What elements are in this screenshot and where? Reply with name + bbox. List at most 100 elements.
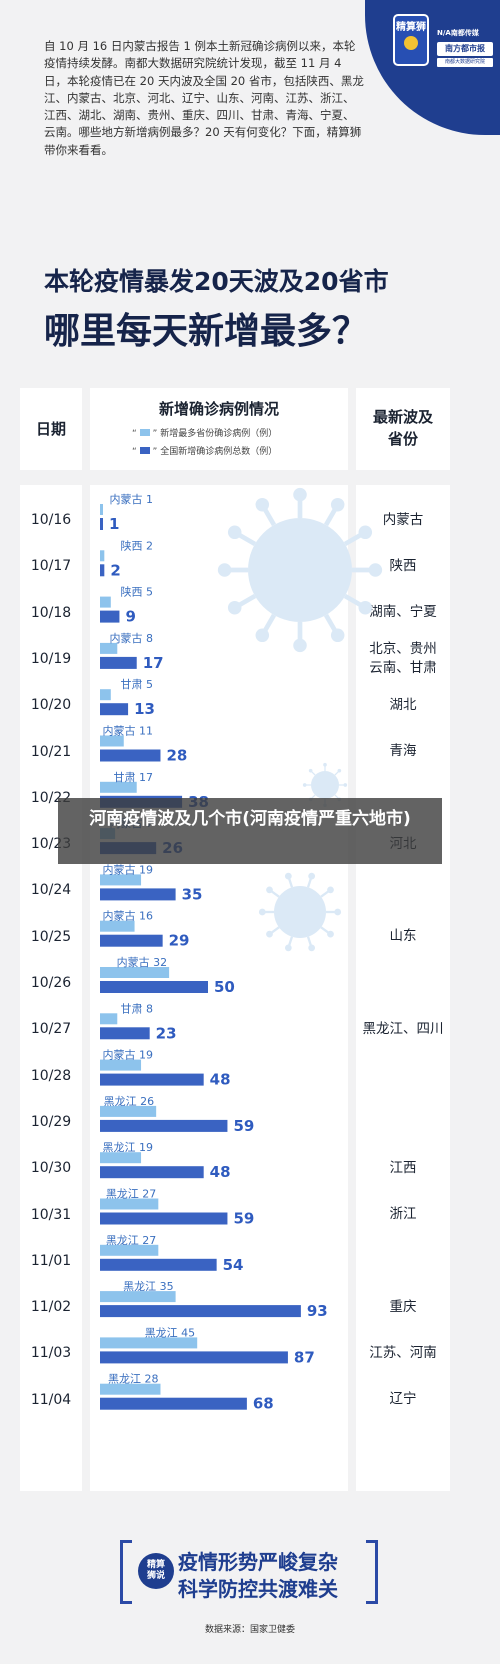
province-max-label: 陕西 5 [121,585,154,599]
national-total-bar [100,934,163,947]
national-total-label: 9 [125,608,135,626]
legend-label-national: 全国新增确诊病例总数（例） [160,447,278,457]
date-label: 10/21 [30,743,72,760]
province-max-bar [100,1152,142,1164]
date-label: 10/26 [30,975,72,991]
article-title-overlay: 河南疫情波及几个市(河南疫情严重六地市) [58,798,442,864]
date-label: 10/25 [30,928,72,945]
date-label: 11/01 [30,1252,72,1269]
new-province-label: 陕西 [389,557,417,574]
date-header-cell: 日期 [20,388,82,470]
national-total-bar [100,749,161,762]
province-max-label: 内蒙古 11 [103,724,154,738]
headline-line-2: 哪里每天新增最多？ [44,311,369,352]
province-max-bar [100,1337,198,1349]
national-total-bar [100,518,103,530]
chart-column-header: 新增确诊病例情况 [158,400,279,418]
lion-icon [404,36,418,50]
province-column [356,485,450,1491]
province-max-label: 内蒙古 19 [103,862,154,876]
national-total-label: 2 [110,561,120,579]
province-max-label: 黑龙江 19 [103,1141,154,1154]
national-total-label: 29 [169,932,190,950]
national-total-bar [100,1073,204,1086]
intro-paragraph: 自 10 月 16 日内蒙古报告 1 例本土新冠确诊病例以来，本轮疫情持续发酵。… [44,39,364,157]
province-max-bar [100,689,111,701]
virus-icon [217,487,383,653]
national-total-bar [100,656,137,669]
province-max-bar [100,1059,142,1071]
jingsuanshi-seal-icon: 精算狮说 [138,1553,174,1589]
national-total-label: 17 [143,654,164,672]
national-total-bar [100,1351,288,1364]
headline-line-1: 本轮疫情暴发20天波及20省市 [44,267,389,296]
legend-item-national: “” 全国新增确诊病例总数（例） [132,447,278,457]
national-total-label: 13 [134,700,155,718]
national-total-label: 59 [233,1117,254,1135]
province-max-label: 陕西 2 [121,538,154,552]
bracket-left [120,1540,132,1604]
province-max-bar [100,550,105,562]
national-total-label: 68 [253,1395,274,1413]
logo-text: 精算狮 [396,22,426,33]
new-province-label: 浙江 [389,1206,417,1222]
province-max-label: 黑龙江 28 [108,1373,159,1386]
national-total-bar [100,1258,217,1271]
national-total-label: 48 [210,1163,231,1181]
national-total-bar [100,1166,204,1179]
data-source: 数据来源：国家卫健委 [204,1625,295,1635]
province-header-cell: 最新波及省份 [356,388,450,470]
province-max-label: 黑龙江 27 [106,1188,157,1201]
virus-decoration [217,487,383,952]
new-province-label: 重庆 [389,1298,417,1315]
province-max-label: 内蒙古 16 [103,909,154,923]
national-total-bar [100,703,129,716]
national-total-label: 28 [166,747,187,765]
date-label: 10/20 [30,697,72,714]
province-max-label: 甘肃 5 [121,678,154,691]
virus-icon [258,872,342,952]
date-label: 10/16 [30,512,72,528]
national-total-bar [100,1397,247,1410]
new-province-label: 北京、贵州 云南、甘肃 [369,640,437,676]
media-brand: N/A南都传媒 [437,29,479,37]
national-total-bar [100,610,120,623]
national-total-label: 1 [109,515,119,533]
national-total-label: 87 [294,1348,315,1366]
date-label: 11/02 [30,1299,72,1316]
chart-header-cell: 新增确诊病例情况 “” 新增最多省份确诊病例（例） “” 全国新增确诊病例总数（… [90,388,348,470]
province-column-header: 最新波及省份 [372,408,433,448]
date-column-header: 日期 [35,420,66,438]
province-max-bar [100,1244,159,1256]
province-max-label: 黑龙江 35 [123,1280,174,1293]
new-province-label: 内蒙古 [382,511,424,528]
national-total-label: 35 [182,885,203,903]
national-total-bar [100,981,208,993]
brand-badge: 精算狮 N/A南都传媒 南方都市报 南都大数据研究院 [365,0,500,140]
province-max-bar [100,735,124,747]
new-province-label: 黑龙江、四川 [362,1020,444,1037]
research-institute-logo: 南都大数据研究院 [437,58,493,67]
bracket-right [366,1540,378,1604]
province-max-bar [100,596,111,608]
date-column [20,485,82,1491]
new-province-label: 青海 [389,743,417,759]
legend-label-province: 新增最多省份确诊病例（例） [160,429,278,439]
province-max-label: 内蒙古 19 [103,1048,154,1062]
date-label: 10/27 [30,1021,72,1038]
province-max-label: 黑龙江 27 [106,1234,157,1247]
province-max-bar [100,920,135,932]
province-max-bar [100,781,137,793]
virus-icon [302,762,348,808]
province-max-label: 甘肃 8 [121,1002,154,1015]
national-total-bar [100,1119,228,1132]
national-total-bar [100,1027,150,1040]
date-label: 11/04 [30,1391,72,1408]
province-max-bar [100,1291,176,1303]
province-max-label: 内蒙古 8 [110,631,154,645]
province-max-bar [100,1105,157,1117]
footer-slogan: 精算狮说 疫情形势严峻复杂 科学防控共渡难关 [120,1540,378,1604]
date-label: 11/03 [30,1345,72,1362]
date-label: 10/31 [30,1206,72,1223]
